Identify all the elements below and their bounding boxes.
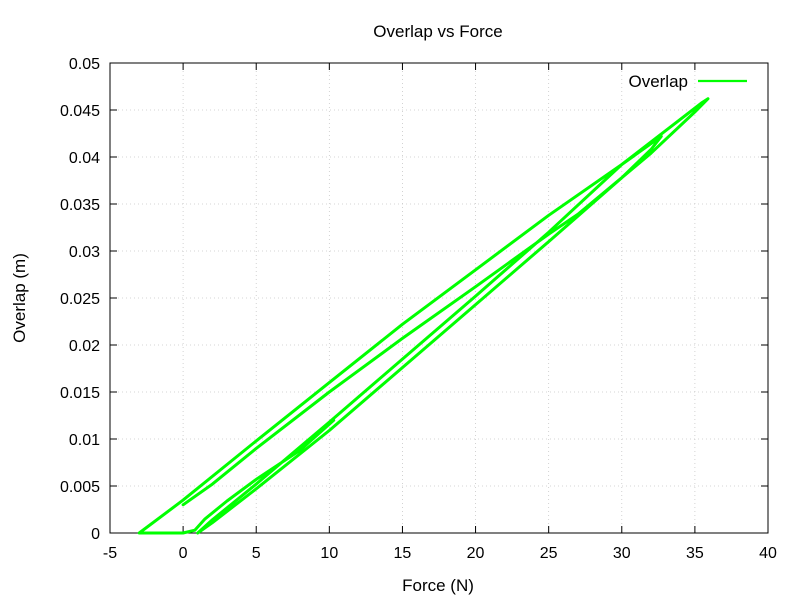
x-tick-label: 25: [540, 545, 558, 562]
x-tick-label: 15: [394, 545, 412, 562]
y-tick-label: 0.045: [60, 103, 100, 120]
y-tick-label: 0.025: [60, 291, 100, 308]
series-layer: [137, 97, 710, 535]
grid: [110, 63, 768, 533]
y-axis-label: Overlap (m): [10, 253, 29, 343]
x-axis-label: Force (N): [402, 576, 474, 595]
y-tick-label: 0.035: [60, 197, 100, 214]
legend: Overlap: [628, 72, 747, 91]
y-tick-label: 0.01: [69, 432, 100, 449]
x-tick-label: 35: [686, 545, 704, 562]
x-tick-label: 0: [179, 545, 188, 562]
y-tick-label: 0.005: [60, 479, 100, 496]
series-line-overlap: [137, 97, 710, 535]
y-tick-label: 0.015: [60, 385, 100, 402]
y-tick-label: 0.03: [69, 244, 100, 261]
legend-label-overlap: Overlap: [628, 72, 688, 91]
x-tick-label: 30: [613, 545, 631, 562]
x-tick-label: 5: [252, 545, 261, 562]
chart-title: Overlap vs Force: [373, 22, 502, 41]
x-tick-label: 20: [467, 545, 485, 562]
y-tick-label: 0: [91, 526, 100, 543]
y-tick-label: 0.04: [69, 150, 100, 167]
x-tick-label: 10: [320, 545, 338, 562]
x-tick-label: 40: [759, 545, 777, 562]
ticks: -5 0 5 10 15 20 25 30 35 4000.0050.010.0150.020.0…: [60, 56, 777, 562]
y-tick-label: 0.02: [69, 338, 100, 355]
x-tick-label: -5: [103, 545, 117, 562]
y-tick-label: 0.05: [69, 56, 100, 73]
